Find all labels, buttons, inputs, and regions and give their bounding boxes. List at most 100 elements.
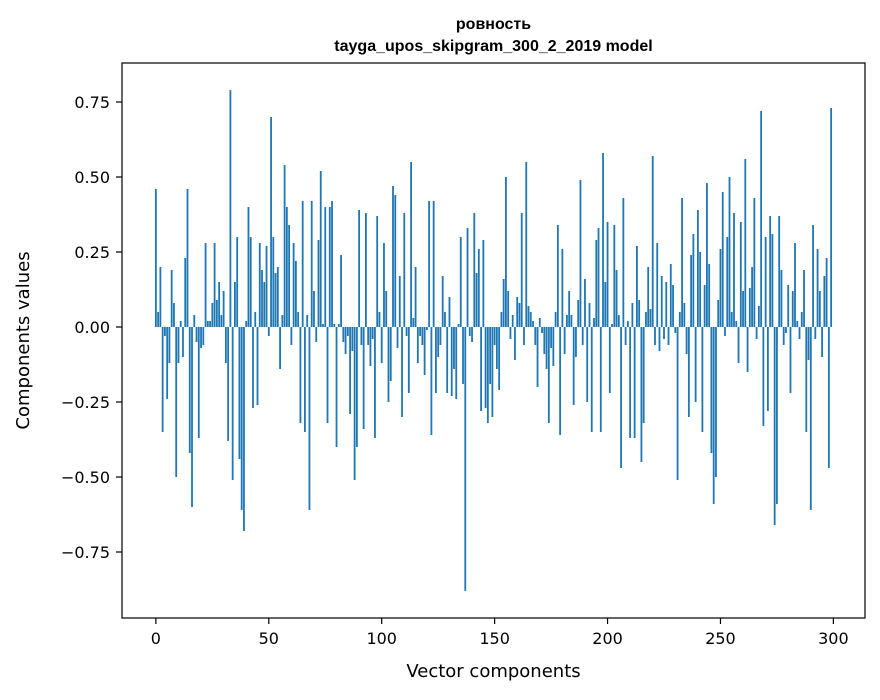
- bar-294: [818, 291, 821, 327]
- bar-241: [699, 252, 702, 327]
- bar-53: [274, 273, 277, 327]
- bar-291: [812, 225, 814, 327]
- bar-293: [816, 249, 819, 327]
- bar-62: [294, 261, 297, 327]
- bar-251: [721, 192, 724, 327]
- bar-30: [222, 291, 225, 327]
- bar-286: [800, 312, 803, 327]
- bar-195: [595, 240, 598, 327]
- bar-56: [281, 315, 284, 327]
- bar-118: [421, 327, 424, 345]
- x-tick-label-200: 200: [592, 629, 623, 648]
- x-axis-label: Vector components: [406, 661, 580, 682]
- bar-87: [351, 327, 354, 351]
- bar-151: [495, 327, 498, 369]
- bar-6: [168, 327, 171, 363]
- bar-284: [796, 321, 799, 327]
- bar-17: [193, 315, 196, 327]
- bar-110: [403, 213, 406, 327]
- bar-178: [556, 225, 559, 327]
- bar-229: [672, 285, 674, 327]
- bar-218: [647, 267, 650, 327]
- bar-43: [252, 327, 254, 408]
- bar-283: [794, 243, 796, 327]
- bar-299: [830, 108, 833, 327]
- bar-70: [313, 291, 315, 327]
- bar-223: [658, 327, 661, 351]
- bar-125: [437, 327, 440, 357]
- bar-113: [410, 162, 412, 327]
- bar-44: [254, 312, 257, 327]
- bar-20: [200, 327, 202, 348]
- bar-77: [328, 207, 331, 327]
- bar-257: [735, 321, 738, 327]
- bar-161: [518, 303, 521, 327]
- bar-148: [489, 327, 492, 384]
- bar-207: [622, 198, 625, 327]
- bar-166: [529, 312, 532, 327]
- bar-167: [532, 321, 534, 327]
- bar-226: [665, 282, 668, 327]
- bar-50: [267, 327, 270, 336]
- bar-12: [182, 327, 184, 357]
- bar-275: [776, 327, 778, 504]
- bar-61: [292, 243, 295, 327]
- bar-21: [202, 327, 205, 345]
- bar-23: [206, 321, 209, 327]
- bar-109: [401, 327, 403, 417]
- bar-210: [629, 327, 632, 438]
- bar-232: [678, 312, 681, 327]
- bar-29: [220, 315, 223, 327]
- bar-72: [317, 240, 320, 327]
- chart-title: ровность: [456, 16, 531, 33]
- bar-121: [428, 201, 431, 327]
- bar-88: [353, 327, 356, 480]
- bar-28: [218, 282, 221, 327]
- bar-155: [505, 177, 507, 327]
- bar-107: [396, 327, 399, 348]
- bar-102: [385, 291, 388, 327]
- y-tick-label-0: −0.75: [61, 543, 110, 562]
- bar-55: [279, 327, 281, 369]
- bar-91: [360, 327, 363, 345]
- bar-252: [724, 327, 726, 336]
- bar-137: [464, 327, 467, 591]
- bar-187: [577, 300, 580, 327]
- bar-138: [466, 228, 469, 327]
- bar-127: [441, 276, 444, 327]
- bar-290: [809, 327, 812, 510]
- bar-158: [511, 315, 514, 327]
- bar-52: [272, 237, 275, 327]
- bar-76: [326, 327, 329, 423]
- bar-268: [760, 111, 763, 327]
- bar-287: [803, 270, 805, 327]
- bar-258: [737, 327, 740, 363]
- bar-57: [283, 165, 286, 327]
- bar-234: [683, 303, 686, 327]
- bar-38: [240, 327, 243, 510]
- bar-31: [224, 327, 227, 363]
- bar-170: [538, 318, 541, 327]
- bar-69: [310, 201, 313, 327]
- bar-51: [270, 117, 272, 327]
- bar-256: [733, 213, 735, 327]
- bar-248: [715, 327, 717, 477]
- y-tick-label-5: 0.50: [74, 168, 110, 187]
- bar-201: [608, 327, 611, 393]
- bar-168: [534, 327, 537, 345]
- bar-164: [525, 162, 528, 327]
- bar-133: [455, 327, 458, 399]
- bars-group: [154, 90, 833, 591]
- bar-212: [633, 327, 636, 438]
- bar-10: [177, 327, 180, 363]
- bar-250: [719, 249, 722, 327]
- bar-285: [798, 327, 801, 339]
- bar-24: [209, 321, 211, 327]
- bar-33: [229, 90, 232, 327]
- x-tick-label-300: 300: [818, 629, 849, 648]
- bar-8: [173, 303, 175, 327]
- bar-271: [766, 327, 769, 411]
- bar-3: [161, 327, 164, 432]
- x-tick-label-0: 0: [151, 629, 161, 648]
- bar-277: [780, 270, 783, 327]
